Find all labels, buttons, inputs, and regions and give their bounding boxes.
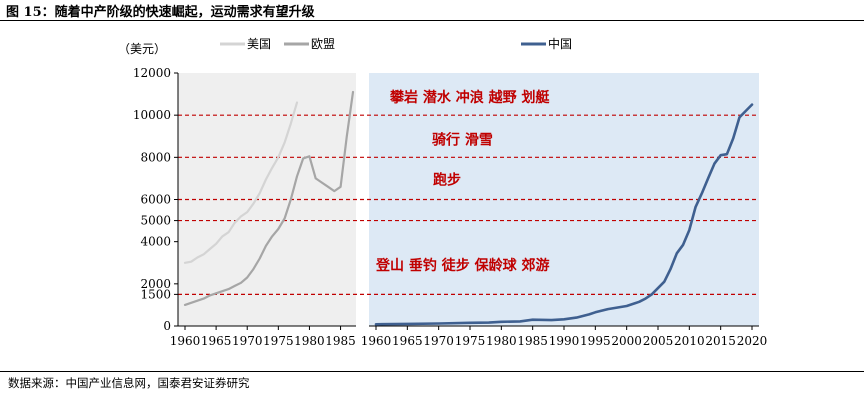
left-x-tick-label: 1975 [263, 334, 294, 348]
legend: 美国 欧盟 中国 [220, 36, 572, 51]
left-x-tick-label: 1980 [294, 334, 325, 348]
right-x-tick-label: 1980 [486, 334, 517, 348]
series-line-欧盟 [183, 90, 355, 306]
y-tick-label: 2000 [140, 277, 171, 291]
source-rule [0, 371, 864, 372]
left-x-tick-label: 1985 [325, 334, 356, 348]
annotation-label: 跑步 [433, 171, 461, 188]
series-layer [183, 90, 754, 326]
series-line-美国 [183, 101, 299, 264]
figure-title: 图 15：随着中产阶级的快速崛起，运动需求有望升级 [6, 5, 315, 20]
left-x-tick-label: 1960 [170, 334, 201, 348]
left-panel-background [178, 73, 356, 326]
legend-label: 美国 [247, 37, 271, 51]
left-x-tick-label: 1965 [201, 334, 232, 348]
y-axis-label: （美元） [118, 42, 166, 56]
left-x-tick-label: 1970 [232, 334, 263, 348]
right-x-tick-label: 2010 [674, 334, 705, 348]
right-x-tick-label: 1995 [580, 334, 611, 348]
right-x-tick-label: 2000 [611, 334, 642, 348]
annotation-label: 攀岩 潜水 冲浪 越野 划艇 [390, 89, 550, 106]
y-tick-label: 10000 [133, 108, 171, 122]
right-x-tick-label: 1985 [517, 334, 548, 348]
y-tick-label: 4000 [140, 235, 171, 249]
right-x-tick-label: 2015 [705, 334, 736, 348]
right-x-tick-label: 1960 [361, 334, 392, 348]
right-panel-axes: 1960 1965 1970 1975 1980 1985 1990 1995 2000 2005… [361, 325, 768, 348]
right-x-tick-label: 1990 [549, 334, 580, 348]
reference-lines [178, 114, 759, 295]
y-tick-label: 12000 [133, 66, 171, 80]
y-tick-label: 6000 [140, 193, 171, 207]
legend-label: 中国 [548, 36, 572, 51]
annotation-label: 骑行 滑雪 [432, 131, 493, 148]
series-line-中国 [374, 103, 754, 326]
legend-label: 欧盟 [311, 37, 335, 51]
title-rule [0, 20, 864, 21]
right-x-tick-label: 1970 [423, 334, 454, 348]
right-x-tick-label: 1975 [455, 334, 486, 348]
y-tick-label: 1500 [140, 287, 171, 301]
right-x-tick-label: 2005 [643, 334, 674, 348]
right-x-tick-label: 2020 [737, 334, 768, 348]
source-note: 数据来源：中国产业信息网，国泰君安证券研究 [8, 376, 250, 390]
right-x-tick-label: 1965 [392, 334, 423, 348]
y-tick-label: 5000 [140, 214, 171, 228]
y-tick-label: 8000 [140, 150, 171, 164]
annotation-label: 登山 垂钓 徒步 保龄球 郊游 [375, 257, 550, 274]
y-tick-label: 0 [163, 319, 171, 333]
